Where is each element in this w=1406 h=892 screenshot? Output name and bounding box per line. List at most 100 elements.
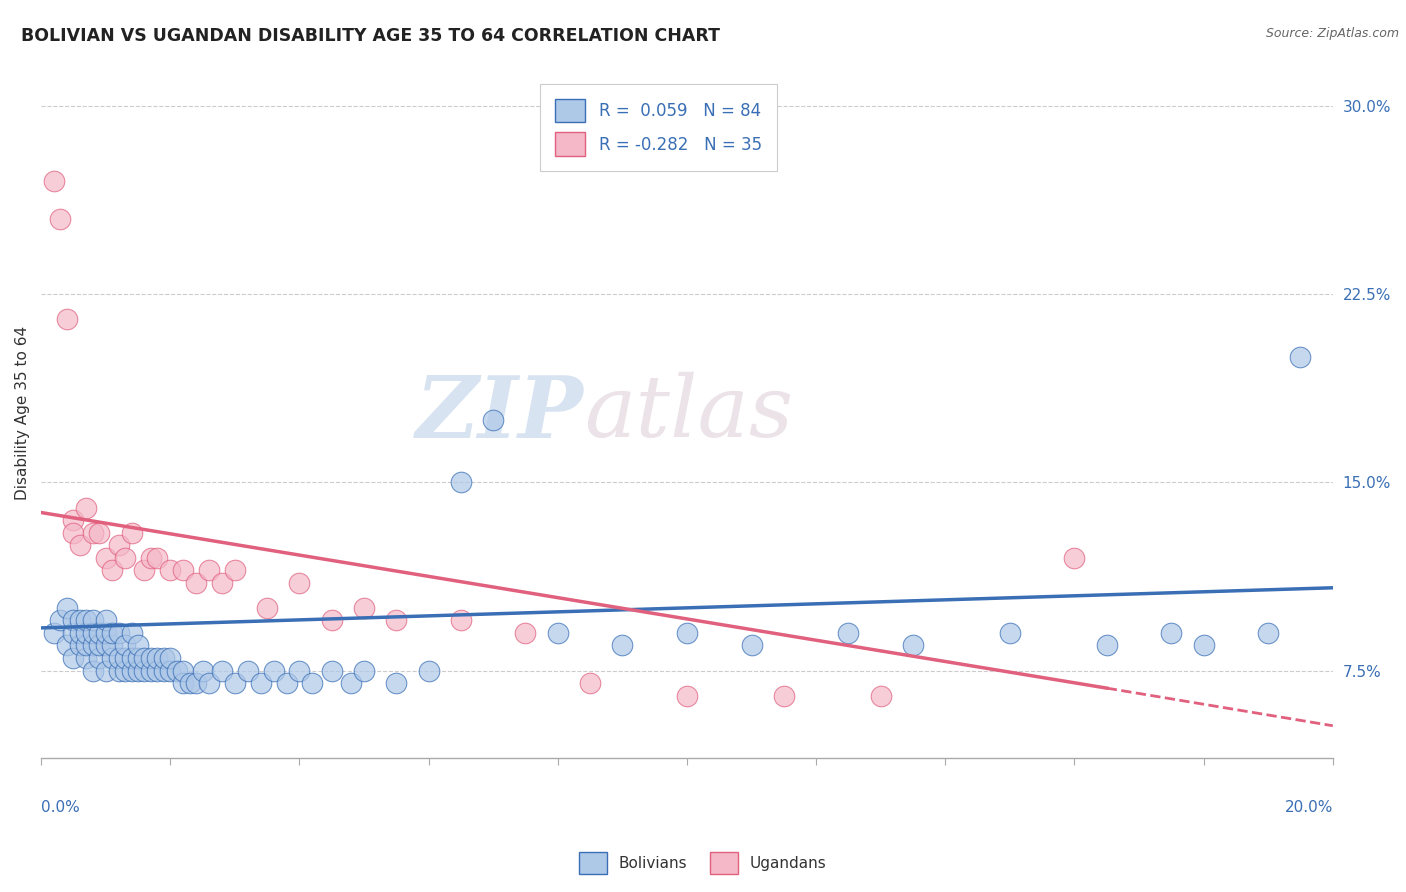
Point [94, 639, 117, 653]
Point [82, 613, 104, 627]
Point [1063, 550, 1085, 565]
Point [121, 525, 143, 540]
Point [211, 664, 233, 678]
Text: Source: ZipAtlas.com: Source: ZipAtlas.com [1265, 27, 1399, 40]
Point [94, 550, 117, 565]
Point [288, 575, 311, 590]
Point [153, 664, 176, 678]
Point [172, 676, 194, 690]
Point [450, 613, 472, 627]
Point [236, 664, 259, 678]
Point [1160, 626, 1182, 640]
Point [121, 664, 143, 678]
Point [321, 613, 343, 627]
Point [224, 563, 246, 577]
Point [89, 639, 111, 653]
Point [75, 626, 97, 640]
Point [837, 626, 859, 640]
Point [114, 664, 136, 678]
Point [184, 575, 207, 590]
Point [184, 676, 207, 690]
Point [49, 613, 72, 627]
Point [146, 664, 169, 678]
Point [1192, 639, 1215, 653]
Point [211, 575, 233, 590]
Point [114, 550, 136, 565]
Point [69, 639, 91, 653]
Point [450, 475, 472, 490]
Point [69, 613, 91, 627]
Text: ZIP: ZIP [416, 372, 583, 455]
Legend: R =  0.059   N = 84, R = -0.282   N = 35: R = 0.059 N = 84, R = -0.282 N = 35 [540, 84, 776, 171]
Point [75, 500, 97, 515]
Point [82, 664, 104, 678]
Text: 20.0%: 20.0% [1285, 800, 1333, 814]
Point [114, 651, 136, 665]
Point [62, 613, 84, 627]
Point [191, 664, 214, 678]
Point [94, 613, 117, 627]
Point [139, 651, 162, 665]
Point [134, 651, 156, 665]
Point [139, 550, 162, 565]
Point [547, 626, 569, 640]
Point [159, 664, 181, 678]
Point [107, 538, 129, 552]
Point [94, 664, 117, 678]
Point [82, 626, 104, 640]
Legend: Bolivians, Ugandans: Bolivians, Ugandans [574, 846, 832, 880]
Point [121, 651, 143, 665]
Point [159, 563, 181, 577]
Point [56, 639, 79, 653]
Point [301, 676, 323, 690]
Point [82, 639, 104, 653]
Point [159, 651, 181, 665]
Point [772, 689, 794, 703]
Point [385, 613, 408, 627]
Point [89, 651, 111, 665]
Point [515, 626, 537, 640]
Point [340, 676, 363, 690]
Point [107, 664, 129, 678]
Point [127, 651, 149, 665]
Point [56, 600, 79, 615]
Point [263, 664, 285, 678]
Point [75, 651, 97, 665]
Point [127, 664, 149, 678]
Point [146, 550, 169, 565]
Point [121, 626, 143, 640]
Point [172, 664, 194, 678]
Point [75, 613, 97, 627]
Point [42, 174, 65, 188]
Point [101, 626, 124, 640]
Point [276, 676, 298, 690]
Point [49, 212, 72, 227]
Point [676, 689, 699, 703]
Point [1095, 639, 1118, 653]
Point [901, 639, 924, 653]
Point [676, 626, 699, 640]
Point [146, 651, 169, 665]
Point [62, 525, 84, 540]
Point [249, 676, 271, 690]
Point [321, 664, 343, 678]
Point [101, 563, 124, 577]
Point [69, 538, 91, 552]
Point [179, 676, 201, 690]
Point [224, 676, 246, 690]
Point [741, 639, 763, 653]
Point [172, 563, 194, 577]
Point [579, 676, 602, 690]
Point [153, 651, 176, 665]
Text: BOLIVIAN VS UGANDAN DISABILITY AGE 35 TO 64 CORRELATION CHART: BOLIVIAN VS UGANDAN DISABILITY AGE 35 TO… [21, 27, 720, 45]
Point [42, 626, 65, 640]
Point [198, 563, 221, 577]
Point [1257, 626, 1279, 640]
Point [134, 563, 156, 577]
Point [114, 639, 136, 653]
Point [612, 639, 634, 653]
Point [127, 639, 149, 653]
Point [256, 600, 278, 615]
Point [139, 664, 162, 678]
Point [101, 639, 124, 653]
